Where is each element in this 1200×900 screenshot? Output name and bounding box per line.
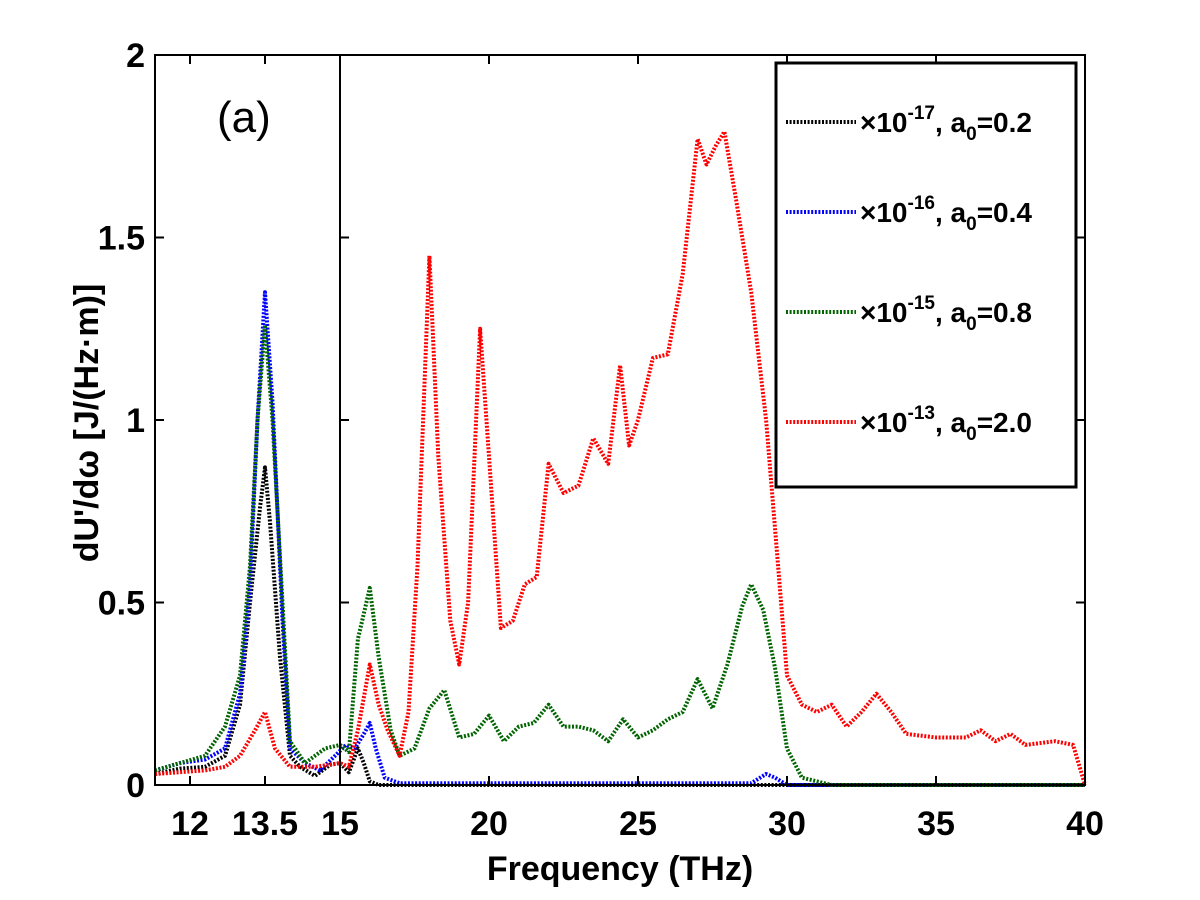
legend-entry: ×10-16, a0=0.4: [786, 193, 1032, 235]
legend-label: ×10-15, a0=0.8: [860, 293, 1032, 335]
legend-label: ×10-13, a0=2.0: [860, 403, 1032, 445]
series-line-4: [154, 129, 1087, 786]
axis-ticks: 12 13.5 15 20 25 30 35 40 0 0.5 1 1.5 2: [98, 37, 1104, 843]
y-tick-label: 1.5: [98, 220, 145, 258]
legend-entry: ×10-17, a0=0.2: [786, 103, 1032, 145]
y-axis-title: dU'/dω [J/(Hz·m)]: [68, 284, 106, 563]
x-tick-label: 20: [470, 805, 508, 843]
y-tick-label: 2: [126, 37, 145, 75]
x-tick-label: 12: [171, 805, 209, 843]
x-tick-label: 15: [321, 805, 359, 843]
y-tick-label: 1: [126, 402, 145, 440]
y-tick-label: 0: [126, 767, 145, 805]
panel-label: (a): [217, 93, 271, 142]
legend-entry: ×10-15, a0=0.8: [786, 293, 1032, 335]
x-tick-label: 35: [917, 805, 955, 843]
x-tick-label: 25: [619, 805, 657, 843]
legend: ×10-17, a0=0.2 ×10-16, a0=0.4 ×10-15, a0=0…: [774, 61, 1078, 489]
series-line-1: [154, 465, 1085, 787]
x-axis-title: Frequency (THz): [487, 850, 753, 888]
legend-box: [774, 61, 1078, 489]
legend-label: ×10-17, a0=0.2: [860, 103, 1032, 145]
x-tick-label: 30: [768, 805, 806, 843]
legend-label: ×10-16, a0=0.4: [860, 193, 1032, 235]
x-tick-label: 13.5: [232, 805, 298, 843]
legend-entry: ×10-13, a0=2.0: [786, 403, 1032, 445]
series-line-3: [154, 323, 1085, 787]
y-tick-label: 0.5: [98, 585, 145, 623]
series-layer: [154, 129, 1087, 787]
x-tick-label: 40: [1066, 805, 1104, 843]
